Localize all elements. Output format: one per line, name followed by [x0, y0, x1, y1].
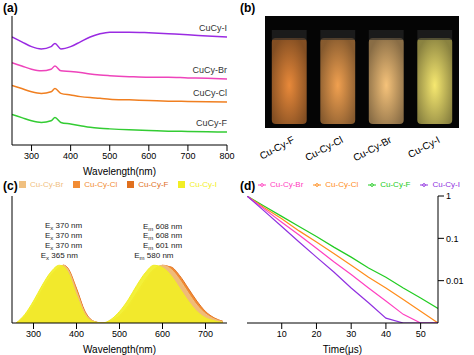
html-text:Cu-Cy-I: Cu-Cy-I	[432, 180, 460, 189]
svg-text:Em 608 nm: Em 608 nm	[143, 231, 183, 241]
svg-text:700: 700	[180, 151, 195, 161]
html-text:Cu-Cy-Br: Cu-Cy-Br	[270, 180, 304, 189]
svg-text:600: 600	[141, 151, 156, 161]
html-text:Em608 nm: Em608 nm	[142, 221, 183, 232]
svg-text:500: 500	[112, 329, 127, 339]
svg-text:Cu-Cy-Cl: Cu-Cy-Cl	[303, 134, 344, 163]
svg-text:Wavelength(nm): Wavelength(nm)	[83, 344, 156, 355]
svg-text:400: 400	[63, 151, 78, 161]
svg-text:30: 30	[346, 329, 356, 339]
svg-text:400: 400	[69, 329, 84, 339]
html-text:Cu-Cy-Br: Cu-Cy-Br	[30, 180, 64, 189]
svg-text:0.01: 0.01	[446, 276, 464, 286]
svg-text:Ex 370 nm: Ex 370 nm	[45, 231, 83, 241]
html-text:(d): (d)	[240, 179, 256, 193]
svg-text:700: 700	[198, 329, 213, 339]
svg-text:Cu-Cy-I: Cu-Cy-I	[406, 134, 442, 160]
svg-text:500: 500	[102, 151, 117, 161]
svg-text:300: 300	[24, 151, 39, 161]
svg-text:Cu-Cy-F: Cu-Cy-F	[258, 134, 297, 161]
svg-text:10: 10	[277, 329, 287, 339]
svg-text:800: 800	[219, 151, 234, 161]
html-text:(b): (b)	[240, 1, 256, 15]
svg-text:0.1: 0.1	[446, 234, 459, 244]
html-text:(c): (c)	[3, 179, 18, 193]
svg-text:Em 601 nm: Em 601 nm	[143, 241, 183, 251]
svg-text:Ex 370 nm: Ex 370 nm	[45, 221, 83, 231]
svg-text:300: 300	[26, 329, 41, 339]
svg-text:Time(μs): Time(μs)	[323, 344, 362, 355]
svg-text:Em 580 nm: Em 580 nm	[134, 251, 174, 261]
svg-text:50: 50	[416, 329, 426, 339]
html-text:Cu-Cy-Cl: Cu-Cy-Cl	[325, 180, 359, 189]
svg-text:Ex 365 nm: Ex 365 nm	[41, 251, 79, 261]
svg-text:1: 1	[446, 191, 451, 201]
html-text:Cu-Cy-F: Cu-Cy-F	[380, 180, 411, 189]
svg-text:CuCy-F: CuCy-F	[196, 118, 228, 128]
html-text:Cu-Cy-Cl: Cu-Cy-Cl	[84, 180, 118, 189]
svg-text:40: 40	[381, 329, 391, 339]
svg-text:600: 600	[155, 329, 170, 339]
svg-text:CuCy-Cl: CuCy-Cl	[193, 88, 227, 98]
html-text:Cu-Cy-I: Cu-Cy-I	[189, 180, 217, 189]
html-text:Cu-Cy-F: Cu-Cy-F	[138, 180, 169, 189]
svg-text:20: 20	[311, 329, 321, 339]
svg-text:CuCy-I: CuCy-I	[199, 23, 227, 33]
svg-text:Cu-Cy-Br: Cu-Cy-Br	[351, 134, 394, 164]
svg-text:Ex 370 nm: Ex 370 nm	[45, 241, 83, 251]
svg-text:CuCy-Br: CuCy-Br	[192, 65, 227, 75]
svg-text:Wavelength(nm): Wavelength(nm)	[83, 166, 156, 177]
html-text:(a): (a)	[3, 1, 18, 15]
